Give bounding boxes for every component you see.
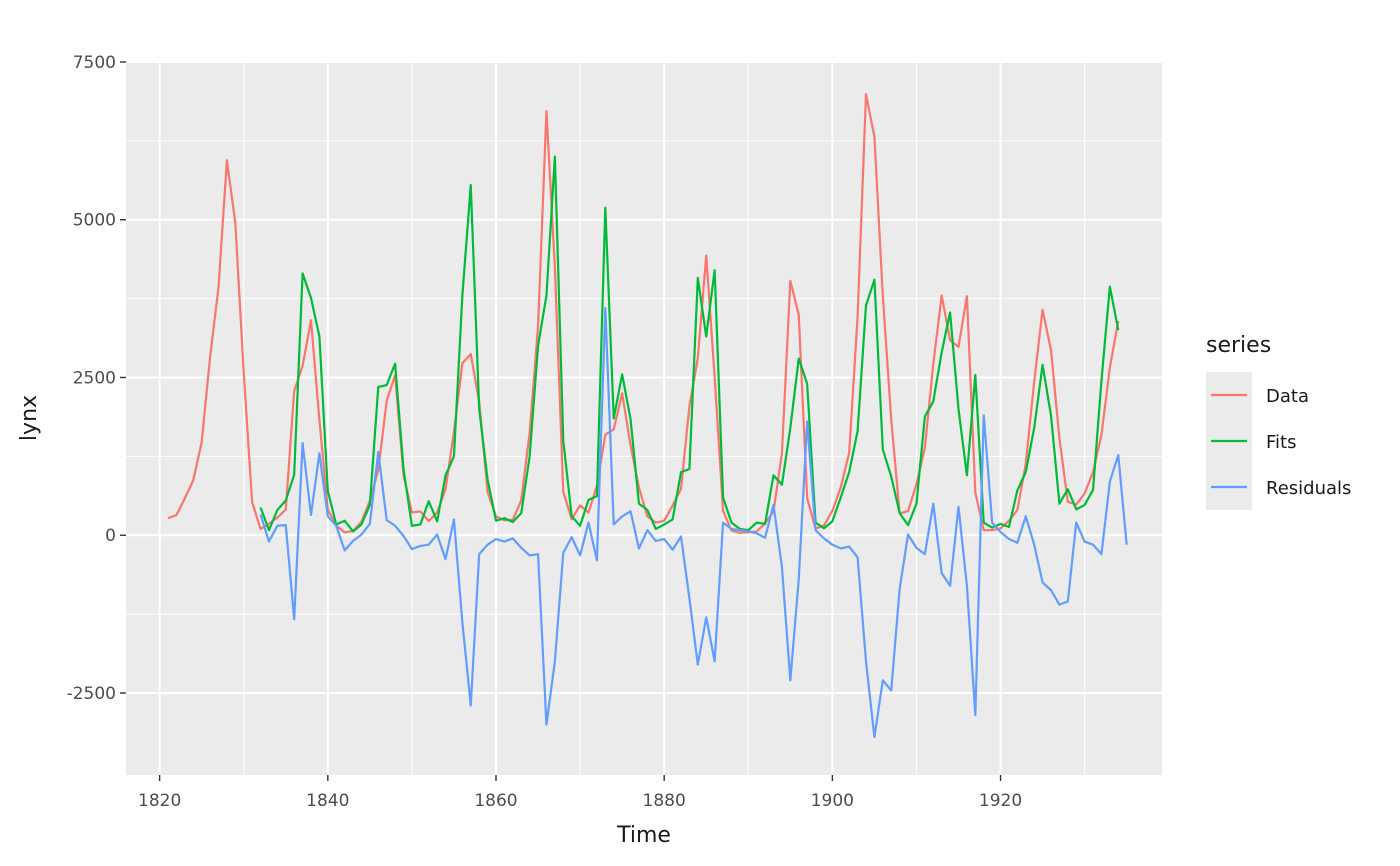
y-tick-label: 0: [105, 526, 116, 546]
y-tick-label: 2500: [73, 368, 116, 388]
legend-label-fits: Fits: [1266, 432, 1296, 453]
x-tick-label: 1900: [811, 791, 854, 811]
plot-panel: [126, 62, 1162, 775]
y-tick-label: -2500: [67, 684, 116, 704]
x-tick-label: 1920: [979, 791, 1022, 811]
series-line-fits: [259, 155, 1120, 533]
series-line-data: [167, 93, 1120, 534]
x-axis-title: Time: [616, 823, 671, 848]
legend-label-data: Data: [1266, 386, 1309, 407]
tick-labels: 1820 1840 1860 1880 1900 1920 -2500 0 2500 5000 75…: [67, 53, 1023, 811]
y-tick-label: 7500: [73, 53, 116, 73]
x-tick-label: 1880: [643, 791, 686, 811]
y-tick-label: 5000: [73, 211, 116, 231]
series-line-residuals: [259, 306, 1128, 739]
y-axis-title: lynx: [17, 395, 42, 441]
legend: series Data Fits Residuals: [1206, 333, 1351, 510]
minor-gridlines: [126, 62, 1162, 775]
legend-title: series: [1206, 333, 1271, 358]
axis-ticks: [120, 61, 1002, 781]
x-tick-label: 1820: [138, 791, 181, 811]
x-tick-label: 1860: [474, 791, 517, 811]
legend-label-residuals: Residuals: [1266, 478, 1351, 499]
x-tick-label: 1840: [306, 791, 349, 811]
series-lines: [167, 93, 1128, 739]
